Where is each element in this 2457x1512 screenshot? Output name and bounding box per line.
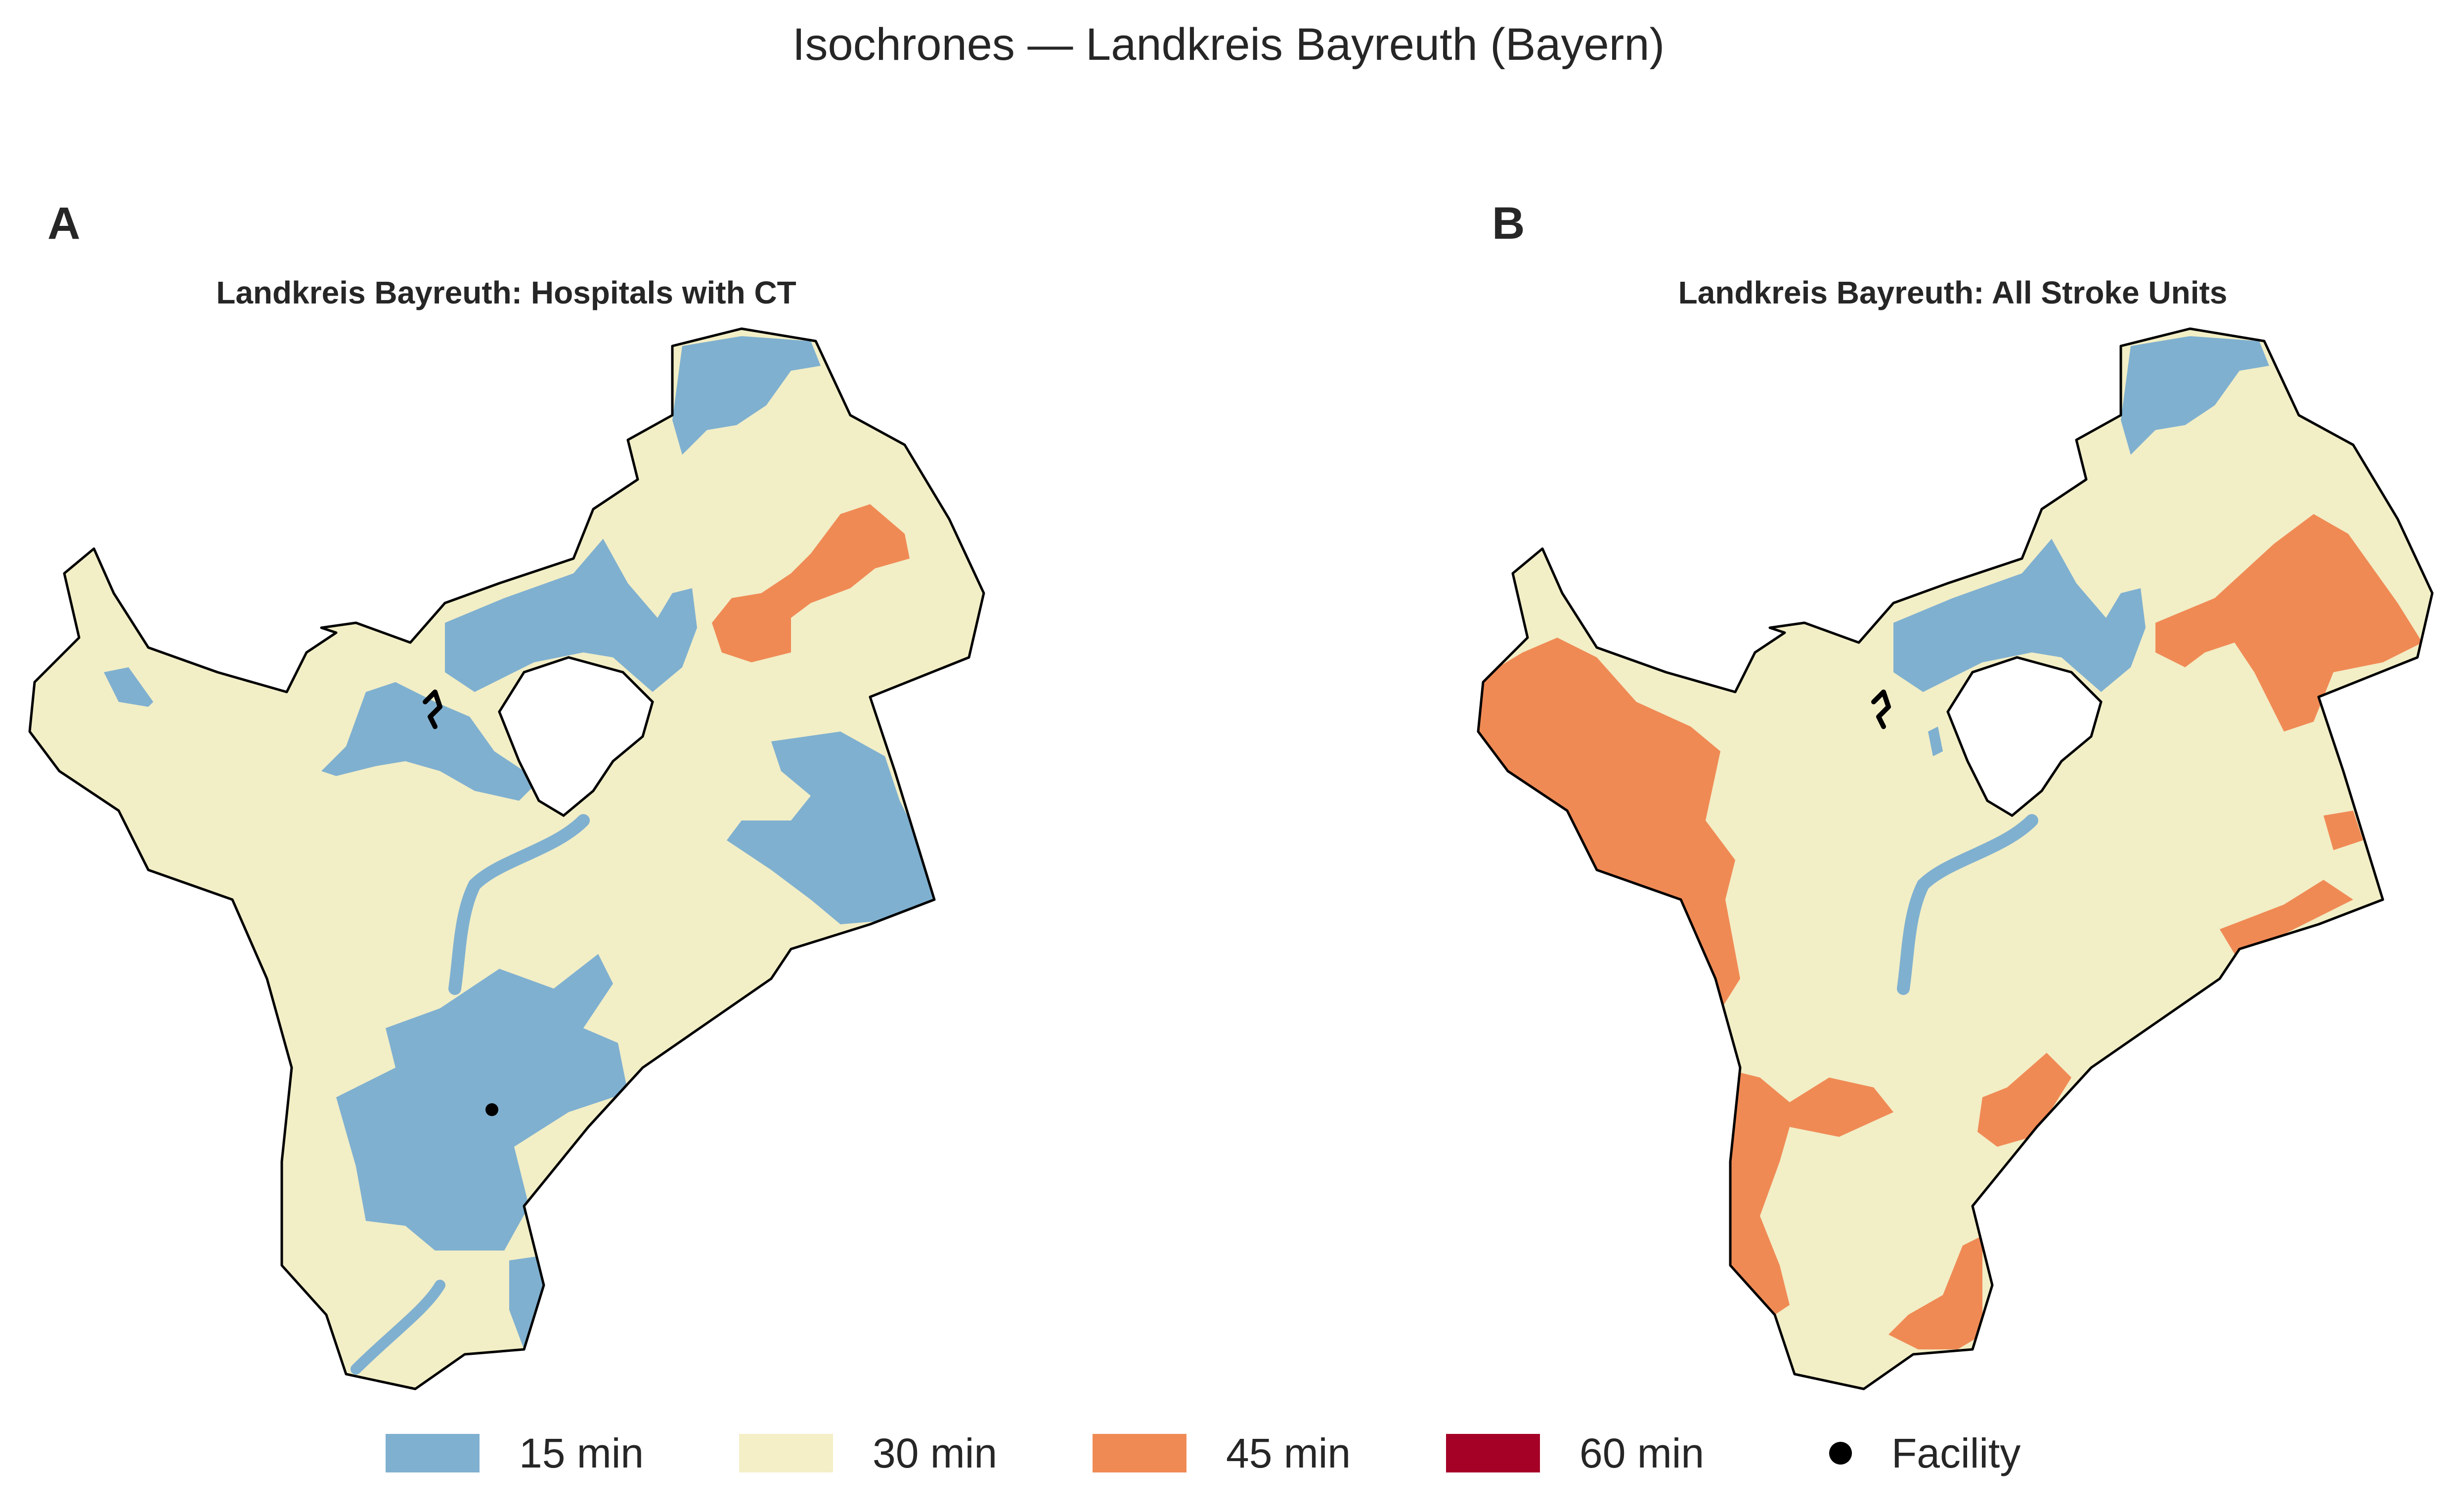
panel-b-zone-45-south <box>1888 1236 1982 1349</box>
legend-label-60: 60 min <box>1580 1429 1705 1476</box>
panel-a-excluded-area <box>498 656 654 818</box>
panel-a-lake <box>423 690 442 729</box>
panel-a-zone-45-northeast <box>712 504 910 662</box>
legend-label-15: 15 min <box>519 1429 644 1476</box>
panel-b-title: Landkreis Bayreuth: All Stroke Units <box>1678 275 2228 310</box>
panel-b-zone-15-small <box>1928 727 1943 756</box>
panel-a-zone-15-north-band <box>445 539 697 692</box>
panel-a-letter: A <box>47 198 81 249</box>
legend-swatch-60 <box>1446 1434 1540 1472</box>
legend-swatch-30 <box>739 1434 833 1472</box>
panel-b-letter: B <box>1492 198 1525 249</box>
legend: 15 min 30 min 45 min 60 min Facility <box>0 1414 2457 1493</box>
panel-a-zone-15-northtip <box>672 336 821 455</box>
legend-swatch-45 <box>1093 1434 1186 1472</box>
panel-a-river-south <box>351 1280 445 1375</box>
panel-b-zone-15-northtip <box>2121 336 2269 455</box>
panel-a-zone-15-west <box>321 682 539 801</box>
legend-label-facility: Facility <box>1891 1429 2021 1476</box>
legend-swatch-15 <box>386 1434 480 1472</box>
panel-b-map <box>1473 329 2432 1389</box>
legend-item-facility: Facility <box>1799 1428 2020 1478</box>
panel-a-facility-marker <box>485 1103 498 1116</box>
panel-b-excluded-area <box>1946 656 2103 818</box>
legend-facility-marker <box>1829 1442 1852 1465</box>
panel-b-zone-45-eastedge <box>2324 811 2363 850</box>
legend-item-30: 30 min <box>739 1428 997 1478</box>
panel-b-zone-45-east <box>2155 514 2422 732</box>
panel-b-zone-45-southeast <box>1977 1053 2071 1147</box>
panel-b-zone-45-southeastedge <box>2220 880 2353 954</box>
panel-a-title: Landkreis Bayreuth: Hospitals with CT <box>216 275 796 310</box>
panel-b-river <box>1897 814 2038 995</box>
panel-a-map <box>30 329 984 1389</box>
legend-label-45: 45 min <box>1226 1429 1351 1476</box>
panel-a-zone-15-east <box>727 732 939 924</box>
panel-a-zone-15-south <box>336 954 628 1251</box>
panel-a-zone-15-westedge <box>104 667 153 707</box>
panel-b-zone-15-north-band <box>1893 539 2146 692</box>
panel-a-river <box>448 814 590 995</box>
legend-item-60: 60 min <box>1446 1428 1704 1478</box>
legend-item-45: 45 min <box>1093 1428 1351 1478</box>
legend-item-15: 15 min <box>386 1428 644 1478</box>
panel-b-lake <box>1871 690 1891 729</box>
legend-label-30: 30 min <box>873 1429 998 1476</box>
figure-title: Isochrones — Landkreis Bayreuth (Bayern) <box>792 19 1665 70</box>
panel-b-zone-45-southwest <box>1701 1063 1893 1325</box>
